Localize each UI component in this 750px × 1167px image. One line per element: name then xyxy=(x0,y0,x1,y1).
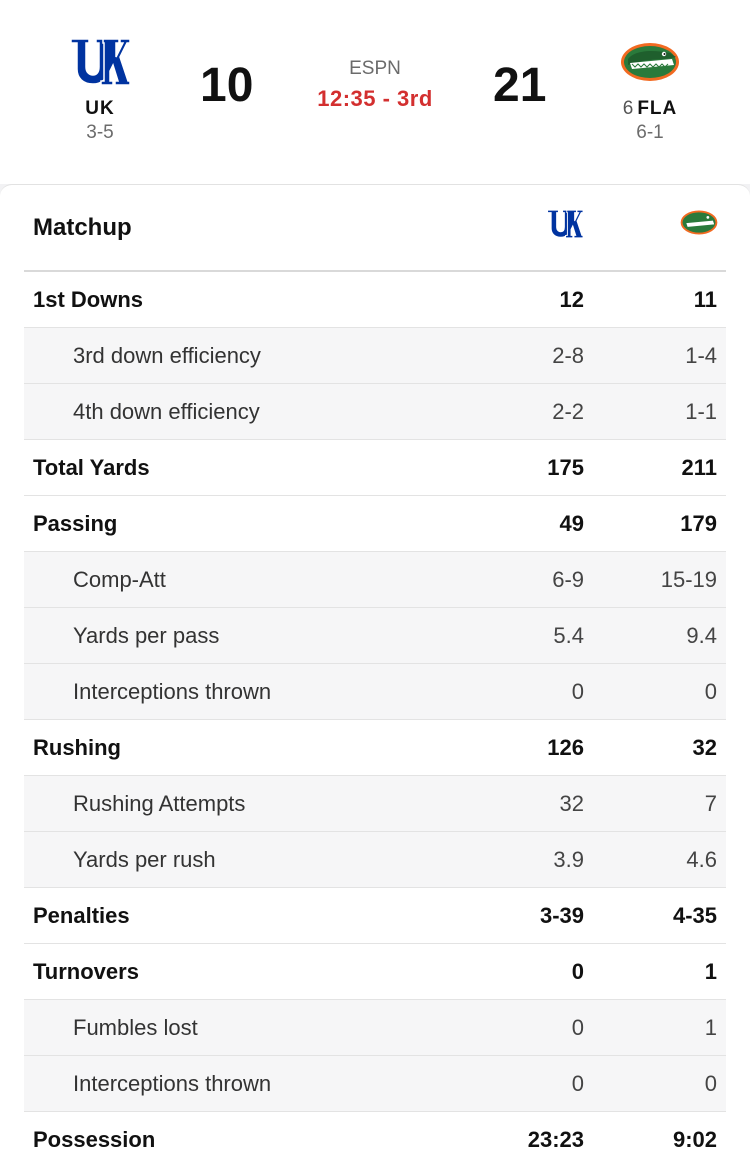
stat-label: 4th down efficiency xyxy=(73,398,260,424)
kentucky-logo-icon xyxy=(70,38,131,86)
away-team-abbr: UK xyxy=(85,98,115,119)
stat-label: Fumbles lost xyxy=(73,1014,198,1040)
away-value: 12 xyxy=(559,286,584,312)
stat-label: Total Yards xyxy=(33,454,150,480)
stat-row-yards-per-pass: Yards per pass 5.4 9.4 xyxy=(24,608,726,664)
scoreboard-header: UK 3-5 10 ESPN 12:35 - 3rd 21 6 FLA 6-1 xyxy=(0,0,750,184)
home-value: 179 xyxy=(680,510,717,536)
home-value: 1-1 xyxy=(685,398,717,424)
stat-label: 1st Downs xyxy=(33,286,144,312)
matchup-title: Matchup xyxy=(33,213,132,241)
away-value: 2-8 xyxy=(552,342,584,368)
away-value: 0 xyxy=(571,678,584,704)
stat-label: Yards per rush xyxy=(73,846,216,872)
stat-row-first-downs: 1st Downs 12 11 xyxy=(24,272,726,328)
stat-label: Yards per pass xyxy=(73,622,220,648)
stat-label: Interceptions thrown xyxy=(73,1070,272,1096)
home-value: 9.4 xyxy=(686,622,717,648)
home-value: 1 xyxy=(704,958,717,984)
away-value: 3.9 xyxy=(553,846,584,872)
stat-row-turnovers: Turnovers 0 1 xyxy=(24,944,726,1000)
away-value: 2-2 xyxy=(552,398,584,424)
home-team-rank: 6 xyxy=(622,98,634,119)
stat-row-yards-per-rush: Yards per rush 3.9 4.6 xyxy=(24,832,726,888)
stat-label: Interceptions thrown xyxy=(73,678,272,704)
game-clock: 12:35 - 3rd xyxy=(317,86,433,111)
home-value: 32 xyxy=(692,734,717,760)
home-value: 4.6 xyxy=(686,846,717,872)
florida-gator-logo-icon xyxy=(680,210,718,235)
stat-label: Passing xyxy=(33,510,118,536)
stat-label: Penalties xyxy=(33,902,130,928)
away-team-record: 3-5 xyxy=(86,122,114,143)
tv-network: ESPN xyxy=(349,58,401,79)
away-value: 175 xyxy=(547,454,584,480)
away-value: 126 xyxy=(547,734,584,760)
stat-row-possession: Possession 23:23 9:02 xyxy=(24,1112,726,1167)
stat-row-comp-att: Comp-Att 6-9 15-19 xyxy=(24,552,726,608)
matchup-header: Matchup xyxy=(24,185,726,272)
home-value: 11 xyxy=(693,286,717,312)
stats-table: 1st Downs 12 11 3rd down efficiency 2-8 … xyxy=(24,272,726,1167)
stat-row-interceptions-thrown-passing: Interceptions thrown 0 0 xyxy=(24,664,726,720)
away-score: 10 xyxy=(200,59,254,112)
stat-row-rushing: Rushing 126 32 xyxy=(24,720,726,776)
away-value: 23:23 xyxy=(527,1126,584,1152)
away-value: 32 xyxy=(559,790,584,816)
stat-row-passing: Passing 49 179 xyxy=(24,496,726,552)
home-value: 211 xyxy=(681,454,718,480)
stat-row-fumbles-lost: Fumbles lost 0 1 xyxy=(24,1000,726,1056)
home-value: 7 xyxy=(704,790,717,816)
home-value: 1-4 xyxy=(685,342,717,368)
away-value: 49 xyxy=(559,510,584,536)
away-value: 5.4 xyxy=(553,622,584,648)
home-team[interactable]: 6 FLA 6-1 xyxy=(580,34,720,144)
away-value: 3-39 xyxy=(539,902,584,928)
florida-gator-logo-icon xyxy=(621,43,679,81)
away-team[interactable]: UK 3-5 xyxy=(30,34,170,144)
home-value: 1 xyxy=(704,1014,717,1040)
home-value: 9:02 xyxy=(672,1126,717,1152)
home-value: 0 xyxy=(704,1070,717,1096)
away-value: 0 xyxy=(571,958,584,984)
stat-row-fourth-down-efficiency: 4th down efficiency 2-2 1-1 xyxy=(24,384,726,440)
stat-label: Turnovers xyxy=(33,958,139,984)
game-status: ESPN 12:35 - 3rd xyxy=(290,58,460,112)
stat-row-interceptions-thrown-turnovers: Interceptions thrown 0 0 xyxy=(24,1056,726,1112)
stat-row-total-yards: Total Yards 175 211 xyxy=(24,440,726,496)
stat-row-rushing-attempts: Rushing Attempts 32 7 xyxy=(24,776,726,832)
home-team-abbr: 6 FLA xyxy=(580,98,720,120)
stat-row-third-down-efficiency: 3rd down efficiency 2-8 1-4 xyxy=(24,328,726,384)
matchup-card: Matchup 1st Downs 12 11 3rd down efficie… xyxy=(0,184,750,1167)
stat-label: Comp-Att xyxy=(73,566,166,592)
stat-label: Possession xyxy=(33,1126,156,1152)
stat-row-penalties: Penalties 3-39 4-35 xyxy=(24,888,726,944)
away-value: 6-9 xyxy=(552,566,584,592)
home-score: 21 xyxy=(493,59,547,112)
stat-label: 3rd down efficiency xyxy=(73,342,261,368)
home-value: 15-19 xyxy=(660,566,717,592)
away-value: 0 xyxy=(571,1070,584,1096)
kentucky-logo-icon xyxy=(547,209,584,239)
home-team-record: 6-1 xyxy=(636,122,664,143)
stat-label: Rushing xyxy=(33,734,121,760)
home-value: 4-35 xyxy=(672,902,717,928)
home-team-abbr-text: FLA xyxy=(637,98,678,119)
home-value: 0 xyxy=(704,678,717,704)
away-value: 0 xyxy=(571,1014,584,1040)
stat-label: Rushing Attempts xyxy=(73,790,246,816)
